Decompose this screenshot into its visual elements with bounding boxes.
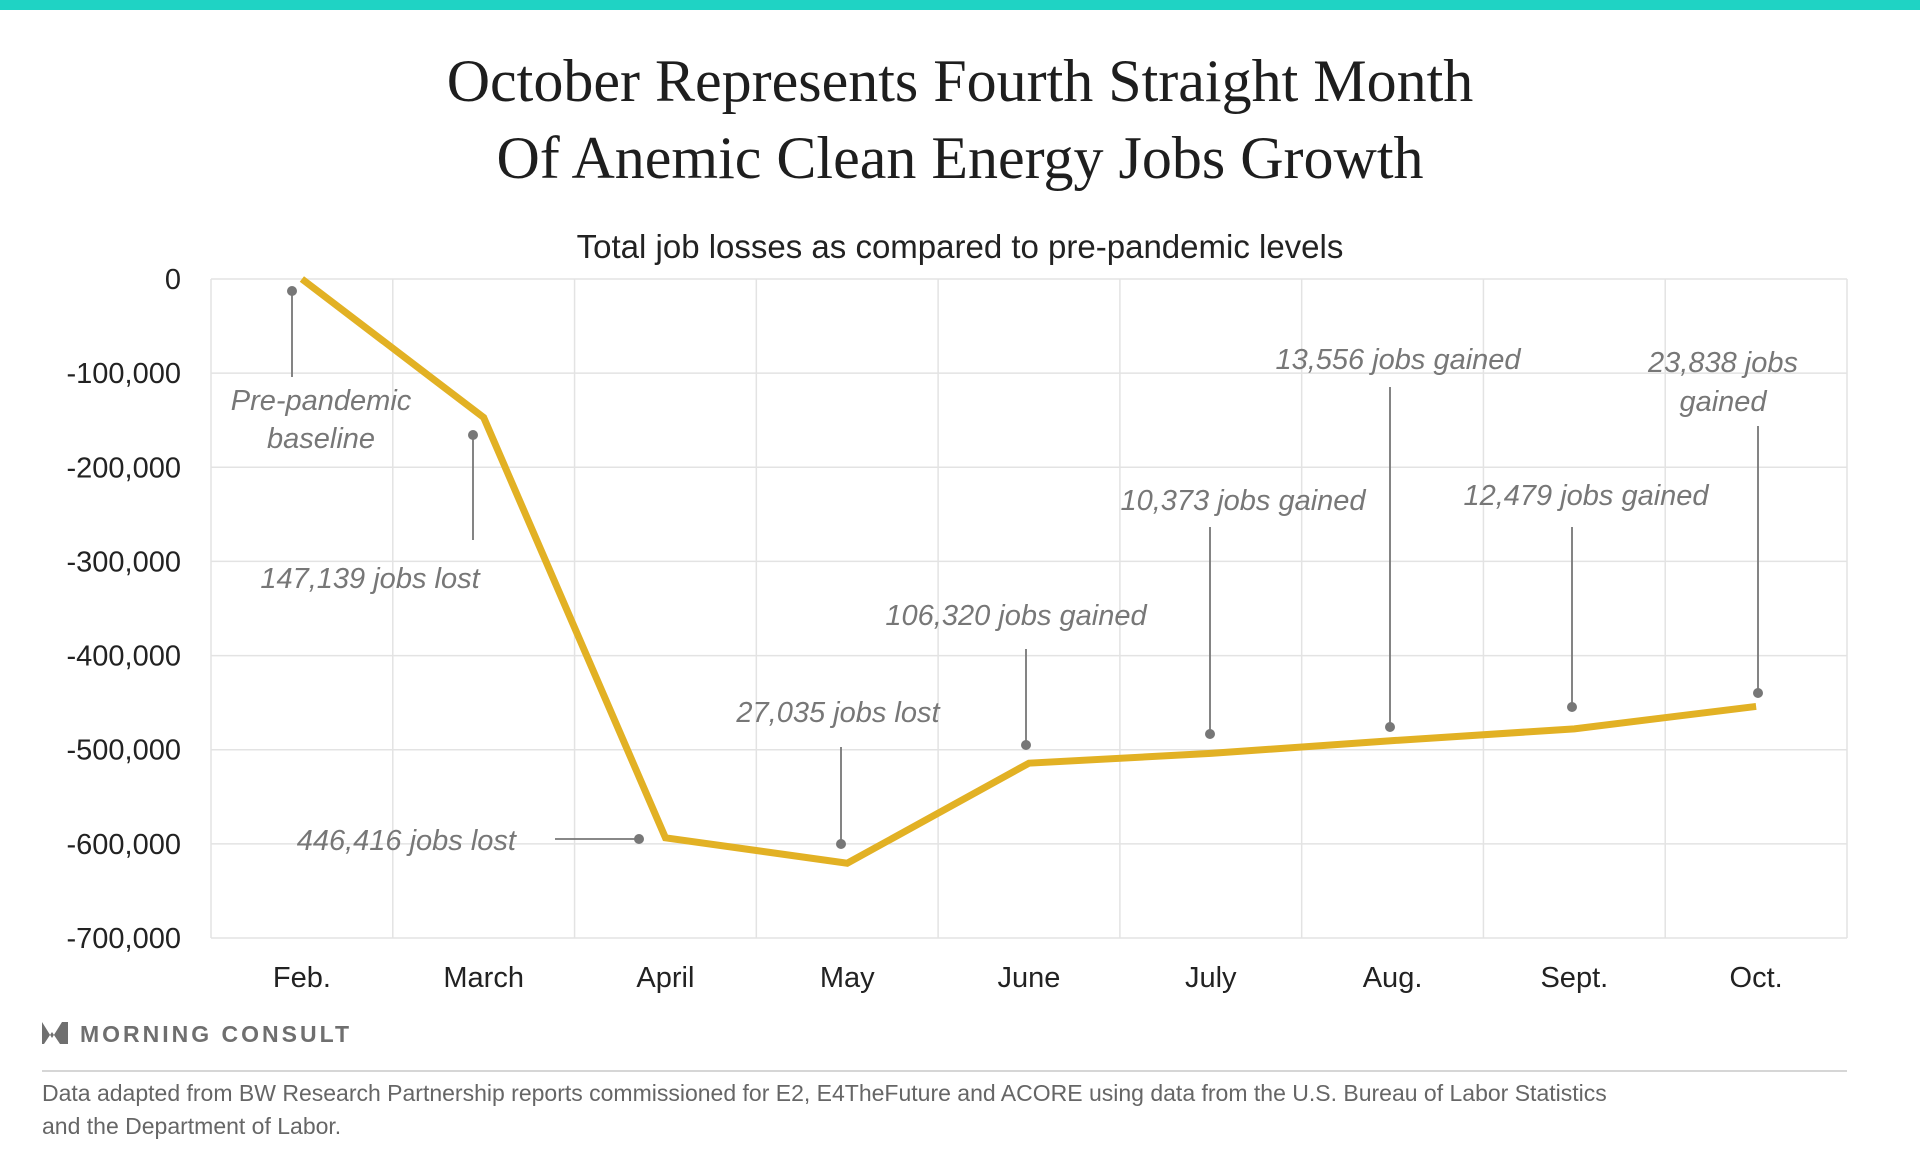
chart-subtitle: Total job losses as compared to pre-pand… (577, 228, 1344, 265)
logo-text: MORNING CONSULT (80, 1021, 352, 1047)
y-tick-label: -200,000 (67, 452, 182, 484)
annotation-dot (1567, 702, 1577, 712)
annotation-label: 12,479 jobs gained (1463, 480, 1709, 512)
annotation-label: gained (1679, 386, 1767, 418)
y-tick-label: -600,000 (67, 829, 182, 861)
y-tick-label: -700,000 (67, 923, 182, 955)
annotation-dot (287, 286, 297, 296)
annotation-dot (836, 839, 846, 849)
annotation-label: 10,373 jobs gained (1120, 485, 1366, 517)
annotation-label: 23,838 jobs (1647, 347, 1798, 379)
annotation-dot (1205, 729, 1215, 739)
annotation-dot (1753, 688, 1763, 698)
x-tick-label: July (1185, 962, 1237, 994)
y-tick-label: 0 (165, 264, 181, 296)
chart-title-line-1: October Represents Fourth Straight Month (447, 48, 1474, 114)
annotation-label: Pre-pandemic (231, 385, 412, 417)
annotation-dot (1385, 722, 1395, 732)
annotation-dot (468, 430, 478, 440)
y-tick-label: -100,000 (67, 358, 182, 390)
y-tick-label: -500,000 (67, 735, 182, 767)
annotation-dot (1021, 740, 1031, 750)
annotation-label: 106,320 jobs gained (885, 600, 1147, 632)
x-tick-label: Oct. (1730, 962, 1783, 994)
x-tick-label: Aug. (1363, 962, 1423, 994)
series-line (299, 276, 1757, 867)
chart-title-line-2: Of Anemic Clean Energy Jobs Growth (496, 125, 1423, 191)
annotation-label: 13,556 jobs gained (1275, 344, 1521, 376)
morning-consult-logo: MORNING CONSULT (42, 1021, 352, 1047)
footnote-line-2: and the Department of Labor. (42, 1113, 341, 1139)
morning-consult-m-logo-icon (42, 1022, 68, 1044)
x-tick-label: April (636, 962, 694, 994)
x-tick-label: June (998, 962, 1061, 994)
x-tick-label: March (443, 962, 524, 994)
annotation-label: 446,416 jobs lost (297, 825, 518, 857)
annotation-dot (634, 834, 644, 844)
top-accent-bar (0, 0, 1920, 10)
footnote-line-1: Data adapted from BW Research Partnershi… (42, 1080, 1607, 1106)
annotation-label: 147,139 jobs lost (260, 563, 481, 595)
x-tick-label: May (820, 962, 875, 994)
y-tick-label: -400,000 (67, 641, 182, 673)
annotation-label: 27,035 jobs lost (735, 697, 941, 729)
annotation-label: baseline (267, 423, 375, 455)
x-tick-label: Feb. (273, 962, 331, 994)
y-tick-label: -300,000 (67, 546, 182, 578)
x-tick-label: Sept. (1540, 962, 1608, 994)
